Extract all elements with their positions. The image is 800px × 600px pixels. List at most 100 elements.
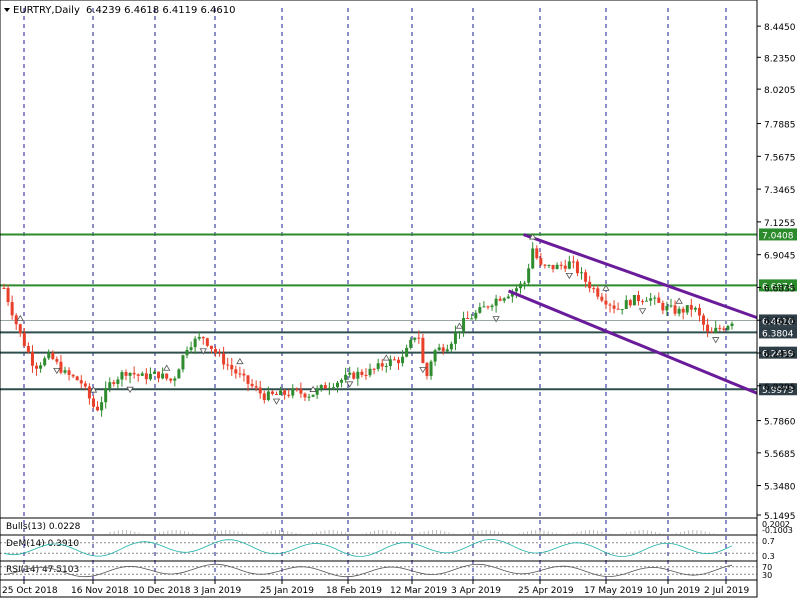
bear-candle — [380, 363, 384, 367]
bear-candle — [608, 304, 612, 306]
bull-candle — [474, 312, 478, 319]
bull-candle — [376, 363, 380, 369]
bear-candle — [83, 383, 87, 387]
bull-candle — [620, 309, 624, 311]
bear-candle — [571, 261, 575, 263]
bull-candle — [490, 305, 494, 308]
bull-candle — [519, 283, 523, 289]
bear-candle — [10, 302, 14, 316]
bull-candle — [331, 387, 335, 389]
bear-candle — [79, 380, 83, 384]
bear-candle — [262, 393, 266, 401]
fractal-down-marker — [272, 398, 281, 405]
bull-candle — [43, 358, 47, 366]
bull-candle — [506, 296, 510, 299]
bear-candle — [222, 353, 226, 365]
bear-candle — [30, 352, 34, 366]
bull-candle — [161, 373, 165, 379]
bear-candle — [26, 345, 30, 353]
bear-candle — [283, 390, 287, 395]
level-label-bg — [759, 346, 797, 359]
indicator-level-label: -0.1003 — [762, 526, 793, 535]
horizontal-levels: 7.0408 6.6974 6.4610 6.3804 6.2439 5.9973 — [0, 228, 797, 396]
level-label: 6.6974 — [762, 282, 794, 292]
bear-candle — [67, 370, 71, 375]
bear-candle — [96, 406, 100, 411]
bull-candle — [279, 390, 283, 395]
bear-candle — [372, 368, 376, 370]
bull-candle — [108, 382, 112, 389]
bull-candle — [494, 298, 498, 306]
y-tick-label: 7.3465 — [764, 186, 796, 196]
bull-candle — [523, 282, 527, 284]
level-label-bg — [759, 326, 797, 339]
bull-candle — [547, 264, 551, 266]
x-tick-label: 10 Jun 2019 — [646, 586, 700, 596]
bear-candle — [575, 261, 579, 274]
bear-candle — [213, 348, 217, 353]
y-tick-label: 6.0205 — [764, 383, 796, 393]
bull-candle — [714, 327, 718, 333]
bear-candle — [51, 352, 55, 360]
bear-candle — [466, 317, 470, 319]
bear-candle — [242, 373, 246, 376]
y-tick-label: 7.5675 — [764, 153, 796, 163]
bear-candle — [535, 248, 539, 259]
bear-candle — [604, 300, 608, 305]
bear-candle — [234, 369, 238, 374]
bear-candle — [612, 305, 616, 309]
bear-candle — [588, 281, 592, 289]
x-tick-label: 16 Nov 2018 — [71, 586, 129, 596]
fractal-down-marker — [492, 316, 500, 323]
bull-candle — [413, 337, 417, 340]
bear-candle — [22, 333, 26, 346]
fractal-up-marker — [382, 354, 391, 361]
bear-candle — [287, 394, 291, 396]
y-tick-label: 8.4450 — [764, 23, 796, 33]
fractal-up-marker — [162, 364, 171, 371]
bear-candle — [681, 308, 685, 313]
bull-candle — [307, 396, 311, 398]
bear-candle — [636, 295, 640, 302]
y-tick-label: 7.7885 — [764, 121, 796, 131]
bear-candle — [592, 288, 596, 290]
y-tick-label: 6.2415 — [764, 350, 796, 360]
bear-candle — [226, 364, 230, 366]
fractal-up-marker — [309, 385, 317, 392]
bear-candle — [710, 331, 714, 333]
bull-candle — [449, 343, 453, 350]
fractal-down-marker — [565, 272, 574, 280]
bull-candle — [482, 306, 486, 308]
fractal-up-marker — [529, 233, 537, 240]
indicator-level-label: 30 — [762, 571, 772, 580]
bull-candle — [340, 379, 344, 383]
bear-candle — [246, 375, 250, 384]
bull-candle — [458, 331, 462, 333]
indicator-level-label: 0.3 — [762, 552, 775, 561]
time-axis: 25 Oct 2018 16 Nov 2018 10 Dec 2018 3 Jan 2… — [2, 580, 749, 596]
bear-candle — [258, 387, 262, 394]
bull-candle — [152, 371, 156, 374]
channel-lower-line — [507, 289, 758, 395]
bear-candle — [600, 296, 604, 301]
level-label: 7.0408 — [762, 231, 794, 241]
bull-candle — [693, 307, 697, 310]
bull-candle — [335, 382, 339, 388]
bull-candle — [580, 272, 584, 274]
fractal-down-marker — [638, 308, 647, 315]
fractal-up-marker — [89, 386, 98, 393]
y-tick-label: 7.1255 — [764, 219, 796, 229]
menu-triangle-icon[interactable] — [4, 8, 10, 12]
bear-candle — [250, 383, 254, 387]
fractal-up-marker — [602, 284, 610, 291]
y-tick-label: 8.2350 — [764, 54, 796, 64]
bear-candle — [559, 264, 563, 266]
symbol-title: EURTRY,Daily — [13, 5, 80, 16]
bear-candle — [718, 327, 722, 329]
bull-candle — [128, 372, 132, 376]
bull-candle — [177, 369, 181, 379]
bull-candle — [567, 261, 571, 269]
bear-candle — [254, 386, 258, 388]
bull-candle — [445, 349, 449, 352]
